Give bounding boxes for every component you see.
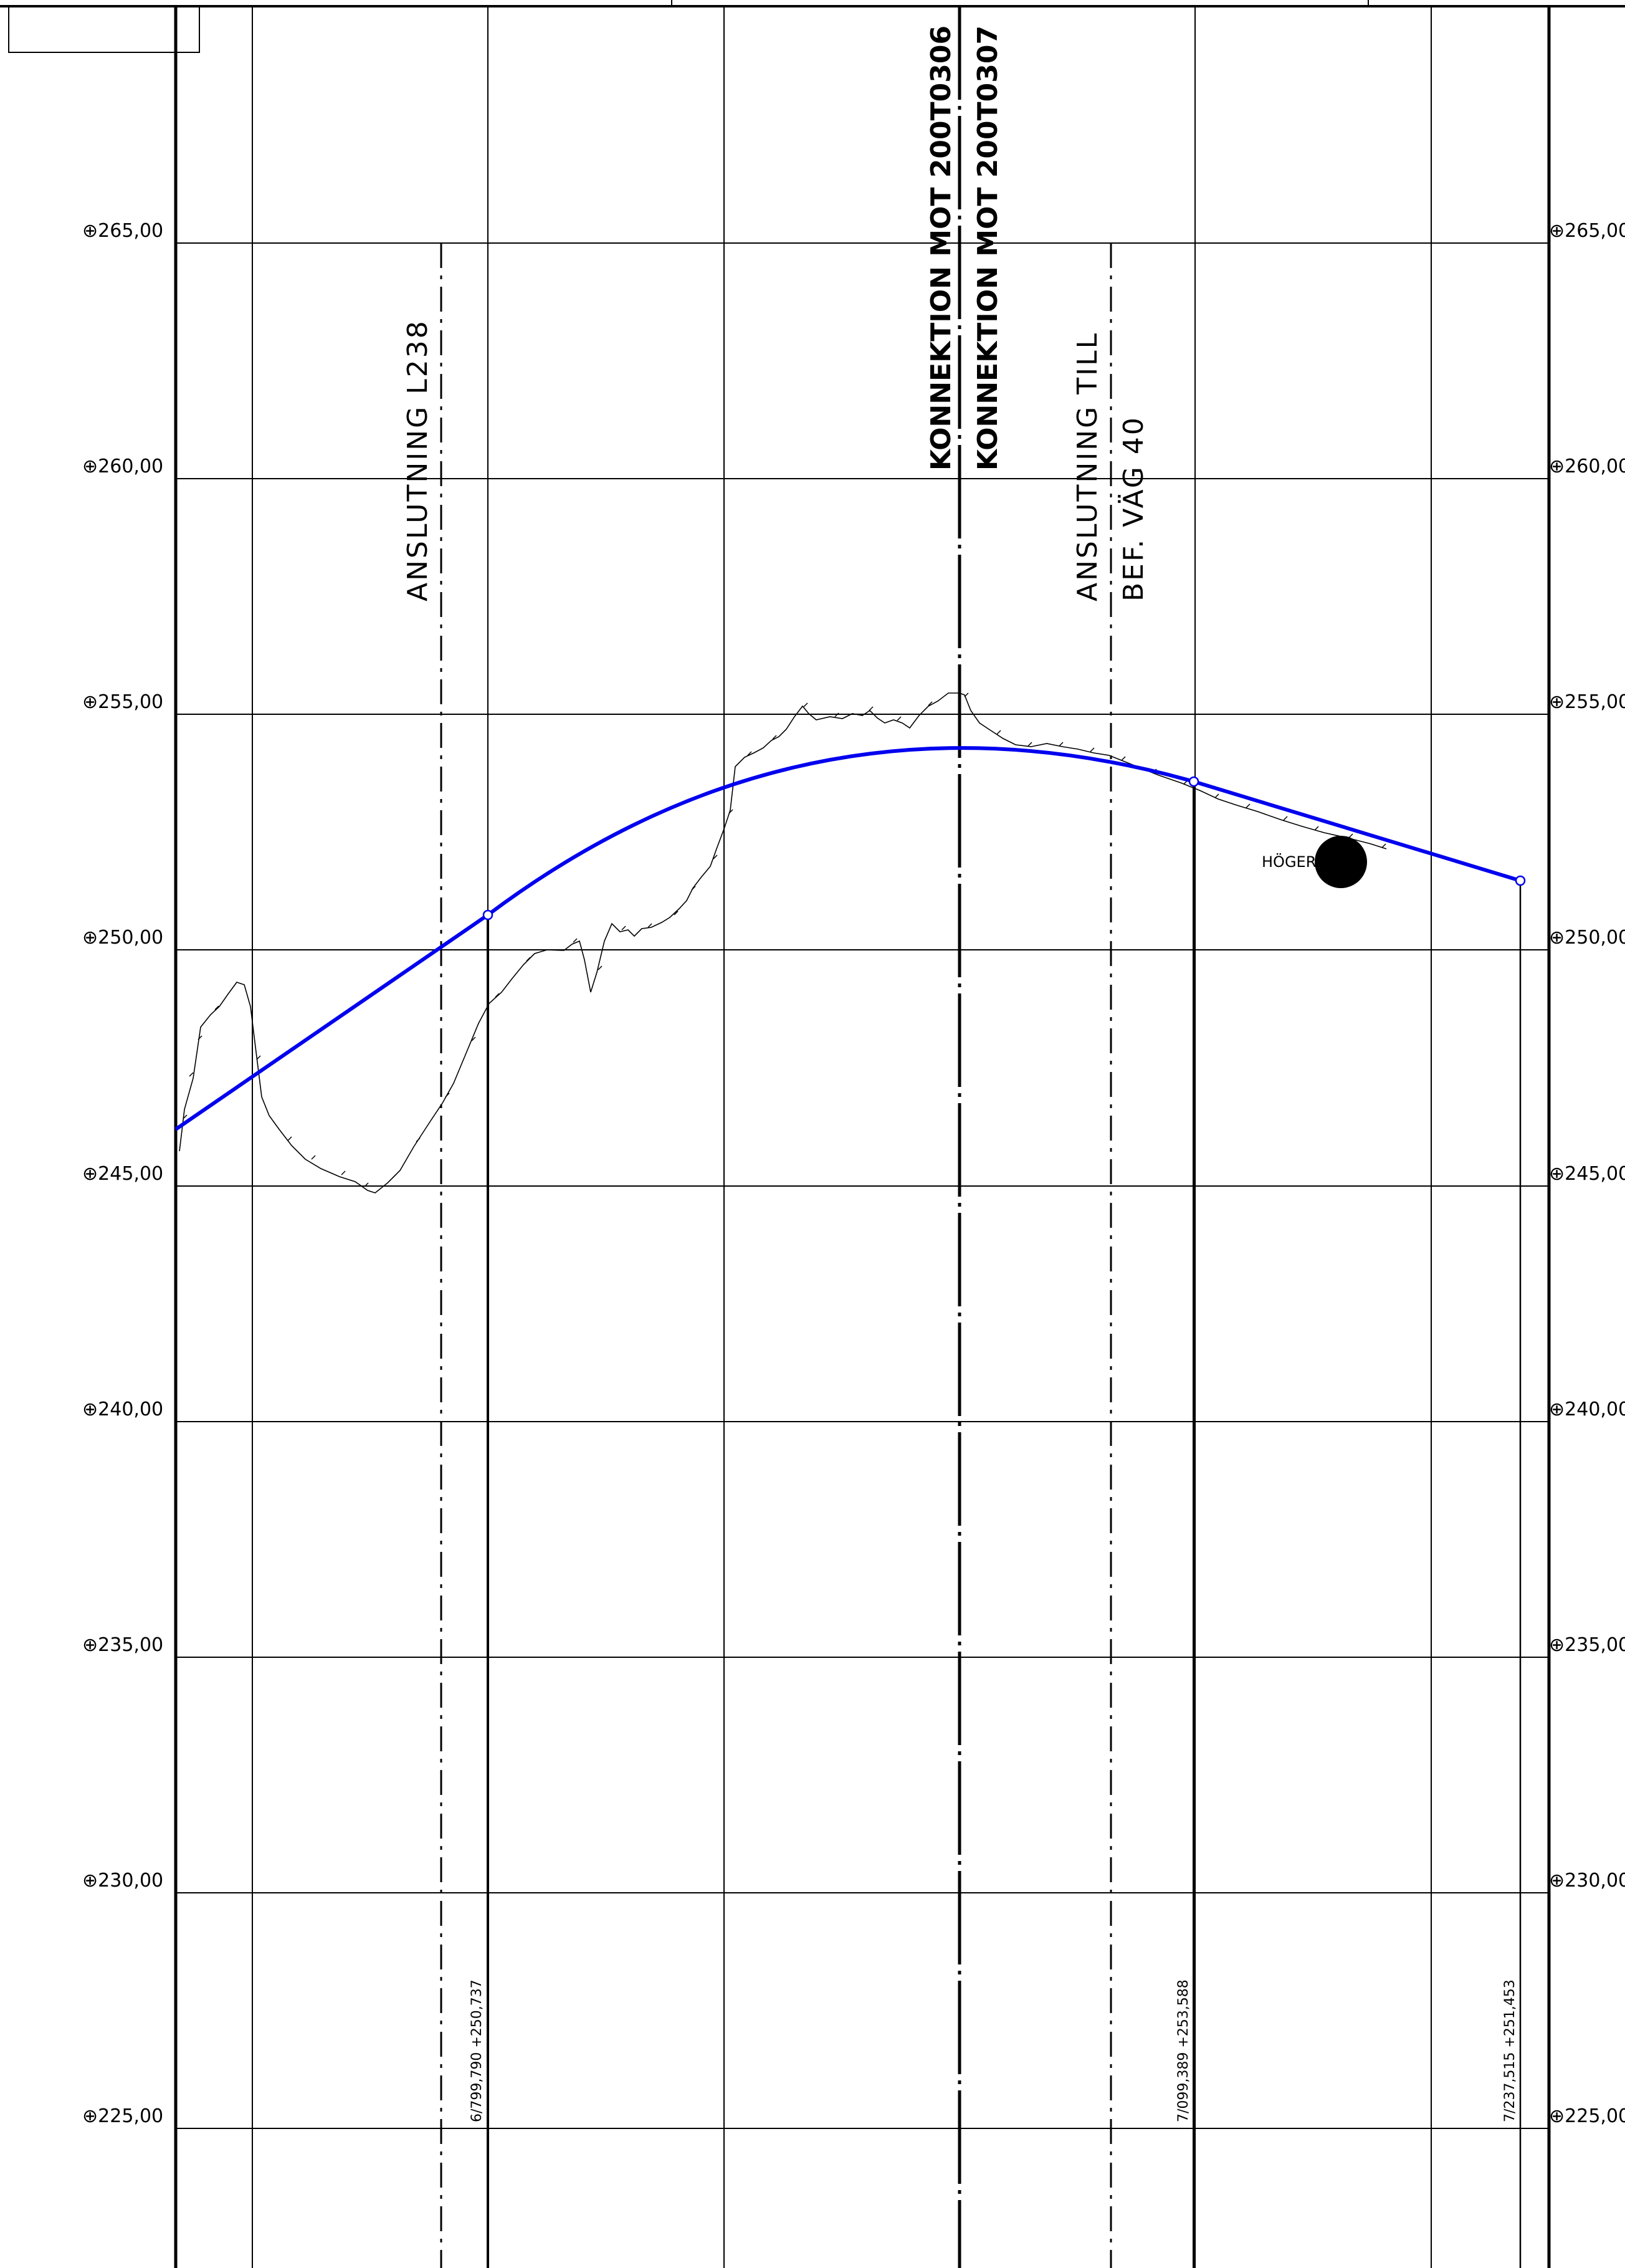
level-label: ⊕260,00: [1549, 456, 1625, 477]
level-label: ⊕235,00: [82, 1634, 163, 1656]
level-label: ⊕225,00: [82, 2105, 163, 2127]
level-label: ⊕240,00: [1549, 1399, 1625, 1420]
bef-vag-label: BEF. VÄG 40: [1117, 416, 1150, 601]
level-label: ⊕265,00: [82, 220, 163, 242]
konnektion-label-1: KONNEKTION MOT 200T0306: [925, 26, 957, 471]
frame: [0, 0, 1625, 53]
level-labels-left: ⊕265,00 ⊕260,00 ⊕255,00 ⊕250,00 ⊕245,00 …: [82, 220, 163, 2127]
level-label: ⊕225,00: [1549, 2105, 1625, 2127]
level-grid: [176, 242, 1550, 2129]
level-label: ⊕245,00: [82, 1163, 163, 1185]
chainage-label-3: 7/237,515 +251,453: [1502, 1979, 1518, 2122]
terrain-markers: [183, 692, 1386, 1187]
level-label: ⊕255,00: [1549, 691, 1625, 713]
chainage-label-1: 6/799,790 +250,737: [469, 1979, 485, 2122]
level-labels-right: ⊕265,00 ⊕260,00 ⊕255,00 ⊕250,00 ⊕245,00 …: [1549, 220, 1625, 2127]
hoger-label: HÖGER: [1262, 853, 1316, 871]
design-profile-line: [174, 746, 1521, 1131]
anslutning-l238-label: ANSLUTNING L238: [402, 319, 434, 601]
level-label: ⊕255,00: [82, 691, 163, 713]
chainage-label-2: 7/099,389 +253,588: [1176, 1979, 1191, 2122]
level-label: ⊕265,00: [1549, 220, 1625, 242]
level-label: ⊕235,00: [1549, 1634, 1625, 1656]
level-label: ⊕250,00: [1549, 927, 1625, 949]
level-label: ⊕245,00: [1549, 1163, 1625, 1185]
level-label: ⊕230,00: [82, 1870, 163, 1892]
level-label: ⊕240,00: [82, 1399, 163, 1420]
konnektion-label-2: KONNEKTION MOT 200T0307: [972, 26, 1004, 471]
hoger-marker-dot: [1315, 836, 1367, 888]
anslutning-till-label: ANSLUTNING TILL: [1072, 332, 1103, 601]
level-label: ⊕260,00: [82, 456, 163, 477]
design-points: [482, 776, 1526, 921]
station-grid: [174, 6, 1551, 2268]
level-label: ⊕230,00: [1549, 1870, 1625, 1892]
level-label: ⊕250,00: [82, 927, 163, 949]
connection-lines: [440, 6, 1112, 2268]
existing-ground-profile: [179, 692, 1387, 1194]
